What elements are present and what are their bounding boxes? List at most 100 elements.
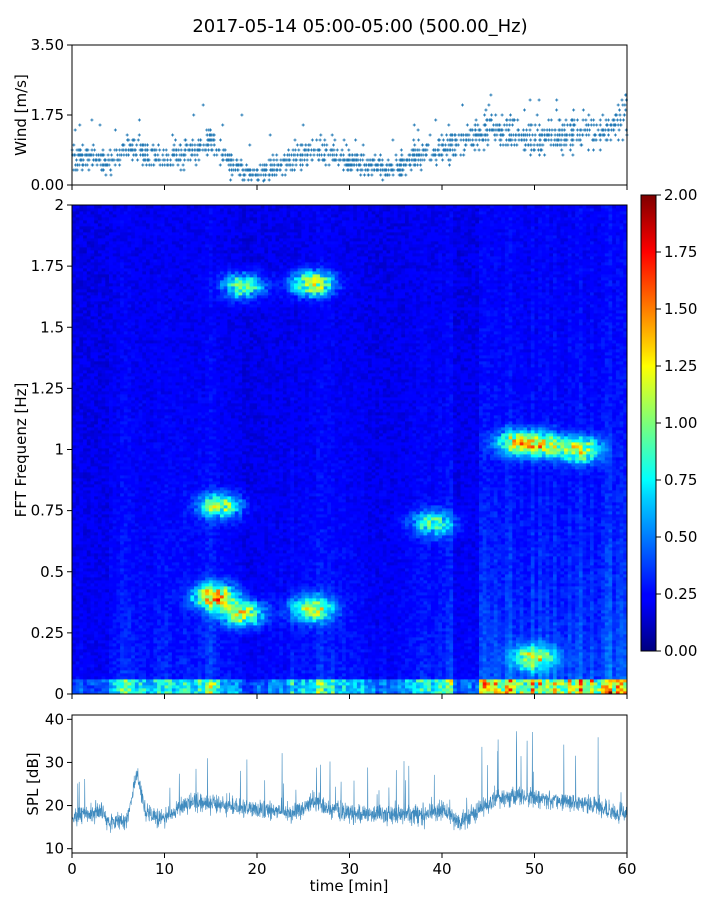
spectrogram-cell (134, 289, 139, 293)
spectrogram-cell (90, 652, 95, 656)
spectrogram-cell (75, 463, 80, 467)
spectrogram-cell (75, 466, 80, 470)
spectrogram-cell (86, 478, 91, 482)
spectrogram-cell (179, 673, 184, 677)
spectrogram-cell (86, 322, 91, 326)
spectrogram-cell (72, 247, 77, 251)
spectrogram-cell (138, 220, 143, 224)
spectrogram-cell (120, 460, 125, 464)
spectrogram-cell (153, 232, 158, 236)
spectrogram-cell (72, 424, 77, 428)
spectrogram-cell (168, 574, 173, 578)
spectrogram-cell (146, 235, 151, 239)
spectrogram-cell (72, 658, 77, 662)
spectrogram-cell (120, 553, 125, 557)
spectrogram-cell (175, 328, 180, 332)
spectrogram-cell (90, 211, 95, 215)
spectrogram-cell (90, 610, 95, 614)
spectrogram-cell (116, 298, 121, 302)
spectrogram-cell (79, 619, 84, 623)
spectrogram-cell (142, 349, 147, 353)
spectrogram-cell (94, 562, 99, 566)
spectrogram-cell (72, 547, 77, 551)
spectrogram-cell (75, 340, 80, 344)
spectrogram-cell (153, 445, 158, 449)
spectrogram-cell (75, 385, 80, 389)
spectrogram-cell (94, 364, 99, 368)
spectrogram-cell (146, 514, 151, 518)
spectrogram-column (105, 205, 110, 695)
spectrogram-cell (171, 619, 176, 623)
spectrogram-cell (86, 415, 91, 419)
spectrogram-cell (160, 673, 165, 677)
spectrogram-cell (142, 316, 147, 320)
spectrogram-cell (142, 613, 147, 617)
spectrogram-cell (101, 214, 106, 218)
spectrogram-cell (109, 436, 114, 440)
spectrogram-cell (175, 592, 180, 596)
spectrogram-cell (179, 514, 184, 518)
spectrogram-cell (160, 439, 165, 443)
spectrogram-cell (123, 505, 128, 509)
spectrogram-cell (179, 679, 184, 683)
spectrogram-cell (157, 229, 162, 233)
spectrogram-cell (149, 520, 154, 524)
spectrogram-cell (83, 238, 88, 242)
spectrogram-cell (123, 451, 128, 455)
spectrogram-cell (101, 640, 106, 644)
spectrogram-cell (86, 688, 91, 692)
spectrogram-cell (116, 337, 121, 341)
spectrogram-cell (86, 490, 91, 494)
spectrogram-cell (153, 556, 158, 560)
spectrogram-cell (101, 223, 106, 227)
spectrogram-cell (109, 649, 114, 653)
spectrogram-cell (127, 448, 132, 452)
spectrogram-cell (153, 613, 158, 617)
spectrogram-cell (160, 529, 165, 533)
spectrogram-cell (157, 595, 162, 599)
spectrogram-cell (168, 628, 173, 632)
spectrogram-cell (149, 604, 154, 608)
spectrogram-cell (157, 211, 162, 215)
spectrogram-cell (83, 643, 88, 647)
spectrogram-cell (72, 403, 77, 407)
spectrogram-cell (131, 253, 136, 257)
spectrogram-cell (171, 541, 176, 545)
spectrogram-cell (94, 406, 99, 410)
spectrogram-cell (86, 640, 91, 644)
spectrogram-cell (120, 298, 125, 302)
spectrogram-cell (146, 367, 151, 371)
spectrogram-cell (171, 301, 176, 305)
spectrogram-cell (105, 241, 110, 245)
spectrogram-cell (171, 361, 176, 365)
spectrogram-cell (138, 316, 143, 320)
spectrogram-cell (157, 679, 162, 683)
spectrogram-cell (120, 238, 125, 242)
spectrogram-cell (171, 439, 176, 443)
spectrogram-cell (72, 304, 77, 308)
spectrogram-cell (101, 577, 106, 581)
spectrogram-cell (94, 559, 99, 563)
spectrogram-cell (131, 355, 136, 359)
spectrogram-cell (134, 379, 139, 383)
spectrogram-cell (171, 484, 176, 488)
spectrogram-cell (101, 496, 106, 500)
spectrogram-cell (138, 505, 143, 509)
spectrogram-cell (79, 415, 84, 419)
spectrogram-cell (123, 448, 128, 452)
spectrogram-cell (164, 655, 169, 659)
spectrogram-cell (109, 319, 114, 323)
spectrogram-cell (157, 505, 162, 509)
spectrogram-cell (86, 652, 91, 656)
spectrogram-cell (112, 328, 117, 332)
spectrogram-cell (105, 646, 110, 650)
spectrogram-cell (105, 274, 110, 278)
spectrogram-cell (153, 214, 158, 218)
spectrogram-cell (120, 664, 125, 668)
spectrogram-cell (175, 571, 180, 575)
spectrogram-cell (123, 280, 128, 284)
spectrogram-cell (134, 457, 139, 461)
spectrogram-cell (142, 274, 147, 278)
spectrogram-cell (86, 574, 91, 578)
spectrogram-cell (112, 499, 117, 503)
